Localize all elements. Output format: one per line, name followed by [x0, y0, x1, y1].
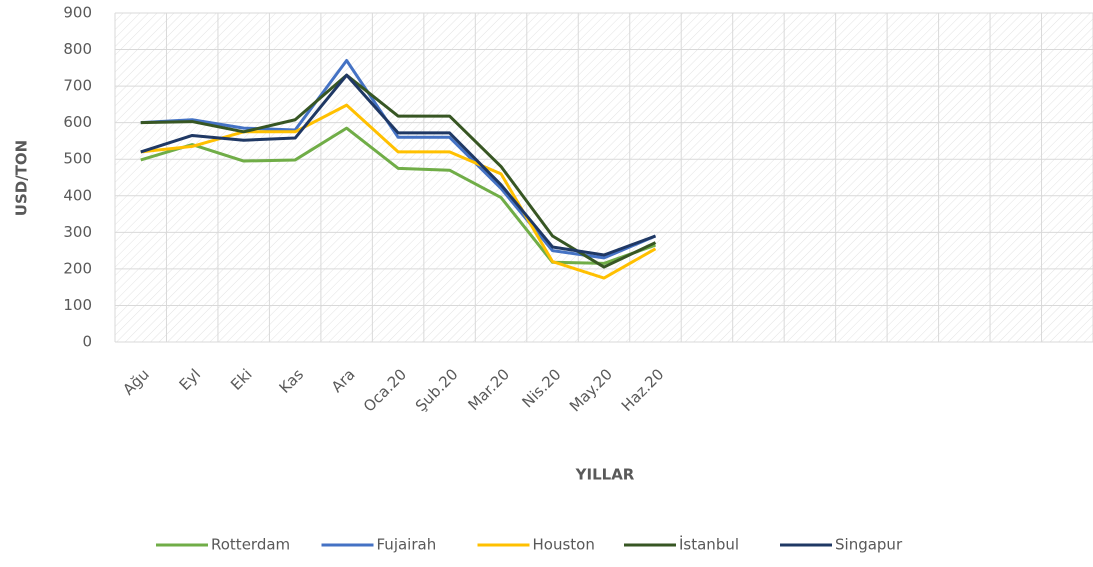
- legend-label: İstanbul: [679, 535, 739, 554]
- series-line: [140, 126, 656, 265]
- legend-label: Rotterdam: [211, 536, 290, 554]
- x-tick-label: Nis.20: [519, 365, 565, 411]
- x-tick-label: Mar.20: [464, 365, 513, 414]
- x-axis-title: YILLAR: [575, 466, 635, 484]
- y-tick-label: 400: [63, 186, 92, 204]
- plot-background: [115, 13, 1093, 342]
- x-tick-label: Oca.20: [360, 365, 410, 415]
- y-tick-label: 900: [63, 4, 92, 22]
- y-axis-title: USD/TON: [13, 140, 31, 216]
- legend-label: Fujairah: [377, 536, 437, 554]
- series-line: [140, 73, 656, 257]
- x-tick-label: Eyl: [176, 365, 205, 394]
- x-tick-label: Ara: [328, 365, 359, 396]
- legend-label: Houston: [533, 536, 595, 554]
- y-tick-label: 700: [63, 77, 92, 95]
- x-tick-label: Şub.20: [412, 365, 462, 415]
- y-tick-label: 200: [63, 259, 92, 277]
- legend-label: Singapur: [835, 536, 903, 554]
- x-tick-label: Ağu: [119, 365, 152, 398]
- x-tick-label: Eki: [227, 365, 256, 394]
- series-line: [140, 73, 657, 269]
- series-line: [140, 59, 657, 260]
- y-tick-label: 300: [63, 223, 92, 241]
- y-tick-label: 0: [82, 333, 92, 351]
- x-tick-label: May.20: [566, 365, 616, 415]
- y-tick-label: 800: [63, 40, 92, 58]
- x-tick-label: Haz.20: [618, 365, 668, 415]
- series-line: [140, 103, 657, 280]
- y-tick-label: 600: [63, 113, 92, 131]
- y-tick-label: 100: [63, 296, 92, 314]
- y-tick-label: 500: [63, 150, 92, 168]
- x-tick-label: Kas: [276, 365, 308, 397]
